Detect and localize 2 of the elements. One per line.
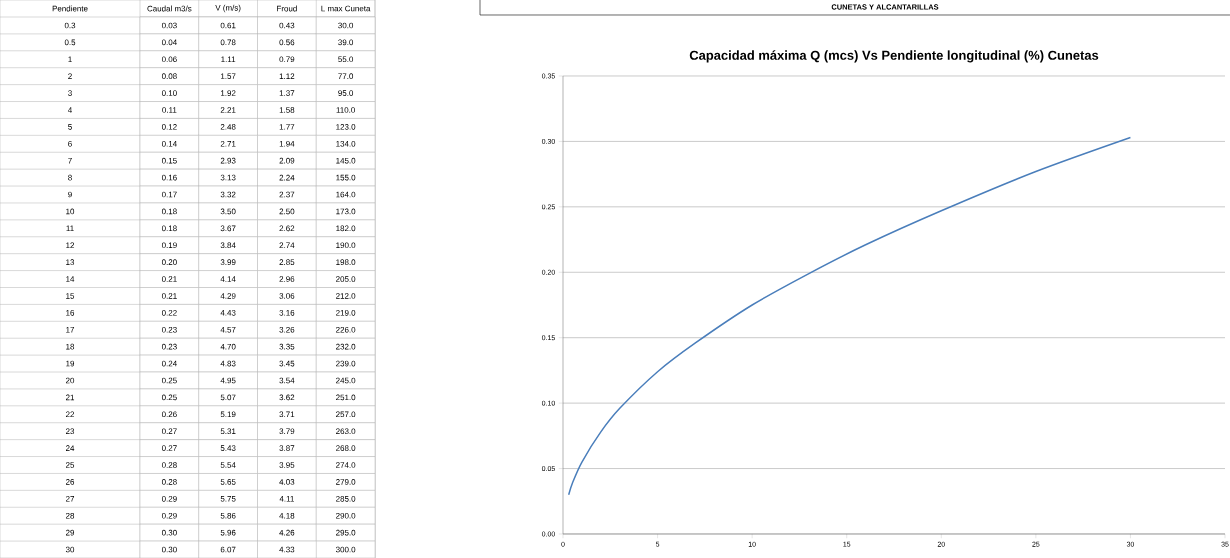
line-series [567, 136, 1132, 496]
chart-title: Capacidad máxima Q (mcs) Vs Pendiente longitudinal (%) Cunetas [689, 50, 1099, 63]
